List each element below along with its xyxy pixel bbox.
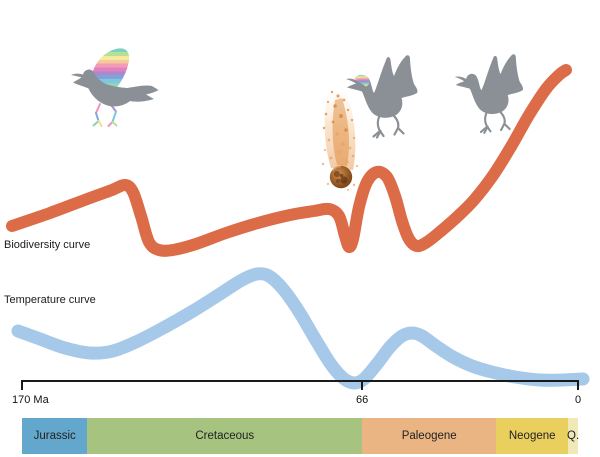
bird-legs xyxy=(479,108,511,134)
gray-bird-icon xyxy=(454,54,524,134)
biodiversity-curve xyxy=(6,64,572,257)
axis-tick-label-170ma: 170 Ma xyxy=(12,394,49,406)
axis-tick-66 xyxy=(361,380,363,390)
axis-tick-label-66: 66 xyxy=(356,394,369,406)
period-segment-cretaceous: Cretaceous xyxy=(87,418,363,454)
bird-body xyxy=(454,54,524,115)
rainbow-legs xyxy=(92,102,118,127)
axis-line xyxy=(22,380,578,382)
period-segment-jurassic: Jurassic xyxy=(22,418,88,454)
axis-tick-0 xyxy=(577,380,579,390)
gray-bird-rainbow-head-icon xyxy=(346,55,418,139)
axis-tick-label-0: 0 xyxy=(574,394,582,406)
period-label: Q. xyxy=(567,430,580,442)
axis-tick-170 xyxy=(21,380,23,390)
rainbow-feathered-bird-icon xyxy=(71,48,159,127)
period-segment-neogene: Neogene xyxy=(496,418,569,454)
period-segment-quaternary: Q. xyxy=(567,418,580,454)
rainbow-head-cap xyxy=(354,74,370,87)
period-label: Jurassic xyxy=(33,430,76,442)
bird-body xyxy=(346,55,418,118)
temperature-curve-label: Temperature curve xyxy=(4,294,96,306)
meteor-fireball-icon xyxy=(321,89,359,191)
period-label: Neogene xyxy=(508,430,556,442)
period-label: Paleogene xyxy=(401,430,457,442)
temperature-curve xyxy=(11,267,590,390)
biodiversity-curve-label: Biodiversity curve xyxy=(4,239,91,251)
meteor-ball xyxy=(329,165,353,189)
period-label: Cretaceous xyxy=(195,430,255,442)
meteor-trail xyxy=(321,89,359,191)
period-segment-paleogene: Paleogene xyxy=(362,418,497,454)
bird-body xyxy=(71,69,159,107)
bird-legs xyxy=(372,111,405,139)
